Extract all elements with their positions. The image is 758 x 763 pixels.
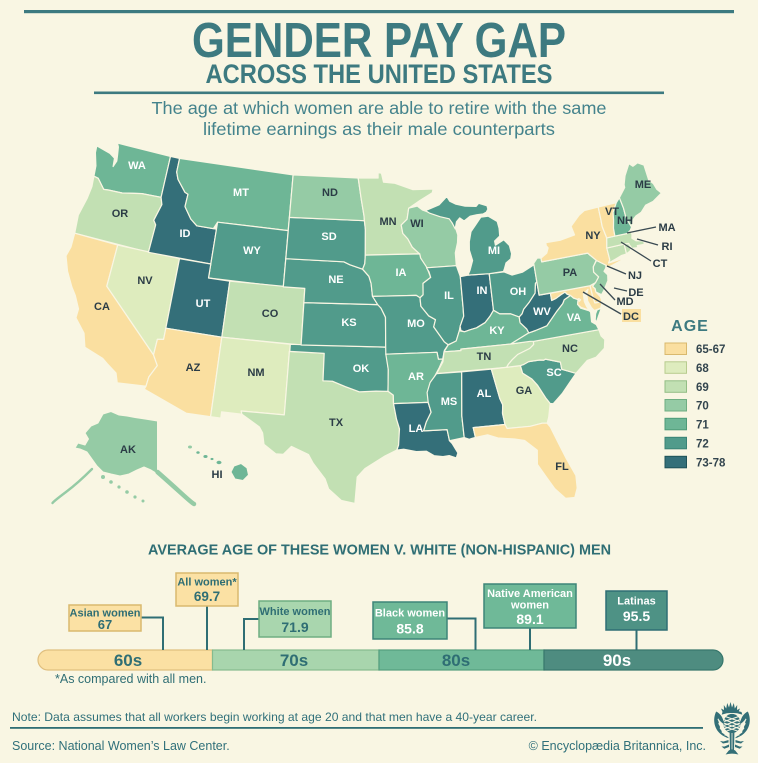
svg-text:AZ: AZ [186,362,201,374]
svg-text:FL: FL [555,461,569,473]
svg-text:© Encyclopædia Britannica, Inc: © Encyclopædia Britannica, Inc. [529,739,706,753]
svg-text:CT: CT [653,258,668,270]
svg-text:NV: NV [137,275,153,287]
svg-text:MS: MS [441,396,458,408]
svg-text:women: women [510,600,549,612]
svg-text:60s: 60s [114,651,142,670]
svg-text:White women: White women [260,606,331,618]
svg-text:MO: MO [407,318,425,330]
svg-text:71.9: 71.9 [281,619,308,635]
svg-text:Black women: Black women [375,608,446,620]
svg-text:RI: RI [662,241,673,253]
svg-text:70: 70 [696,401,709,413]
svg-text:AGE: AGE [671,318,709,335]
svg-text:71: 71 [696,419,709,431]
svg-text:SD: SD [321,231,336,243]
svg-text:90s: 90s [603,651,631,670]
svg-text:68: 68 [696,363,709,375]
svg-text:HI: HI [212,469,223,481]
svg-text:NJ: NJ [628,270,642,282]
svg-text:NH: NH [617,215,633,227]
svg-text:All women*: All women* [177,577,237,589]
svg-text:67: 67 [98,617,112,632]
svg-text:69.7: 69.7 [194,589,220,604]
svg-text:Native American: Native American [487,588,573,600]
svg-text:KS: KS [341,317,356,329]
svg-text:ME: ME [635,179,652,191]
svg-text:IL: IL [444,290,454,302]
svg-text:95.5: 95.5 [623,608,650,624]
svg-text:WA: WA [128,160,146,172]
svg-text:PA: PA [563,267,578,279]
svg-text:AL: AL [477,388,492,400]
svg-text:DE: DE [628,287,643,299]
svg-text:CA: CA [94,301,110,313]
svg-text:IN: IN [477,285,488,297]
svg-text:TX: TX [329,417,344,429]
svg-text:85.8: 85.8 [396,621,423,637]
svg-text:MD: MD [616,296,633,308]
svg-text:VA: VA [567,312,582,324]
svg-text:IA: IA [396,267,407,279]
svg-text:80s: 80s [442,651,470,670]
svg-text:OH: OH [510,286,527,298]
svg-text:NC: NC [562,343,578,355]
svg-text:Source: National Women’s Law C: Source: National Women’s Law Center. [12,739,230,753]
svg-text:VT: VT [605,206,619,218]
svg-text:GA: GA [516,385,533,397]
svg-text:AR: AR [408,371,424,383]
svg-text:SC: SC [546,367,561,379]
svg-text:UT: UT [196,298,211,310]
svg-text:LA: LA [409,423,424,435]
svg-text:72: 72 [696,438,709,450]
svg-text:WI: WI [410,218,423,230]
svg-text:lifetime earnings as their mal: lifetime earnings as their male counterp… [203,119,555,139]
svg-text:WY: WY [243,245,261,257]
svg-text:MT: MT [233,187,249,199]
svg-text:ACROSS THE UNITED STATES: ACROSS THE UNITED STATES [206,59,553,89]
svg-text:69: 69 [696,382,709,394]
svg-text:73-78: 73-78 [696,457,726,469]
svg-text:MN: MN [379,216,396,228]
svg-text:ID: ID [180,228,191,240]
svg-text:NY: NY [585,230,601,242]
svg-text:NM: NM [247,367,264,379]
svg-text:OR: OR [112,208,129,220]
svg-text:KY: KY [489,325,505,337]
svg-text:70s: 70s [280,651,308,670]
svg-text:89.1: 89.1 [516,611,543,627]
svg-text:The age at which women are abl: The age at which women are able to retir… [152,98,607,118]
svg-text:WV: WV [533,306,551,318]
svg-text:GENDER PAY GAP: GENDER PAY GAP [192,14,566,68]
svg-text:AK: AK [120,444,136,456]
svg-text:65-67: 65-67 [696,344,725,356]
svg-text:*As compared with all men.: *As compared with all men. [55,672,206,686]
svg-text:Note: Data assumes that all wo: Note: Data assumes that all workers begi… [12,710,537,724]
svg-text:NE: NE [328,274,343,286]
svg-text:CO: CO [262,308,279,320]
svg-text:Asian women: Asian women [70,608,141,620]
svg-text:MA: MA [658,222,675,234]
svg-text:DC: DC [623,311,639,323]
svg-text:AVERAGE AGE OF THESE WOMEN V.: AVERAGE AGE OF THESE WOMEN V. WHITE (NON… [148,542,611,559]
svg-text:OK: OK [353,363,370,375]
svg-text:TN: TN [477,351,492,363]
svg-text:ND: ND [322,187,338,199]
svg-text:MI: MI [488,245,500,257]
svg-text:Latinas: Latinas [617,596,656,608]
